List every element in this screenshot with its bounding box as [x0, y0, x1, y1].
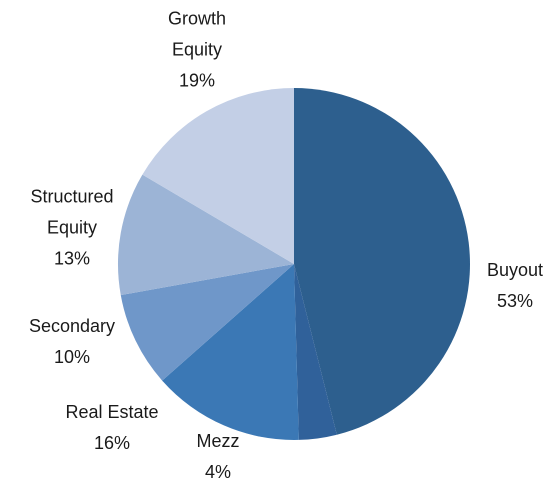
category-label: Secondary: [28, 316, 116, 336]
slice-label: Real Estate 16%: [42, 397, 182, 459]
pie-slice: [294, 88, 471, 435]
value-label: 10%: [53, 347, 91, 367]
category-label: Structured Equity: [30, 186, 114, 238]
value-label: 16%: [93, 433, 131, 453]
pie-slice: [294, 264, 337, 440]
pie-slice: [118, 174, 294, 296]
slice-label: Growth Equity 19%: [157, 4, 237, 97]
value-label: 13%: [53, 248, 91, 269]
category-label: Growth Equity: [167, 8, 227, 60]
value-label: 4%: [204, 462, 231, 482]
category-label: Real Estate: [65, 402, 159, 422]
pie-slice: [142, 88, 294, 264]
pie-slice: [162, 264, 299, 440]
slice-label: Buyout 53%: [415, 255, 559, 317]
value-label: 19%: [178, 70, 216, 91]
category-label: Buyout: [486, 260, 544, 280]
slice-label: Structured Equity 13%: [22, 182, 122, 275]
slice-label: Mezz 4%: [178, 426, 258, 488]
category-label: Mezz: [196, 431, 240, 451]
pie-slice: [120, 264, 295, 381]
slice-label: Secondary 10%: [2, 311, 142, 373]
value-label: 53%: [496, 291, 534, 311]
